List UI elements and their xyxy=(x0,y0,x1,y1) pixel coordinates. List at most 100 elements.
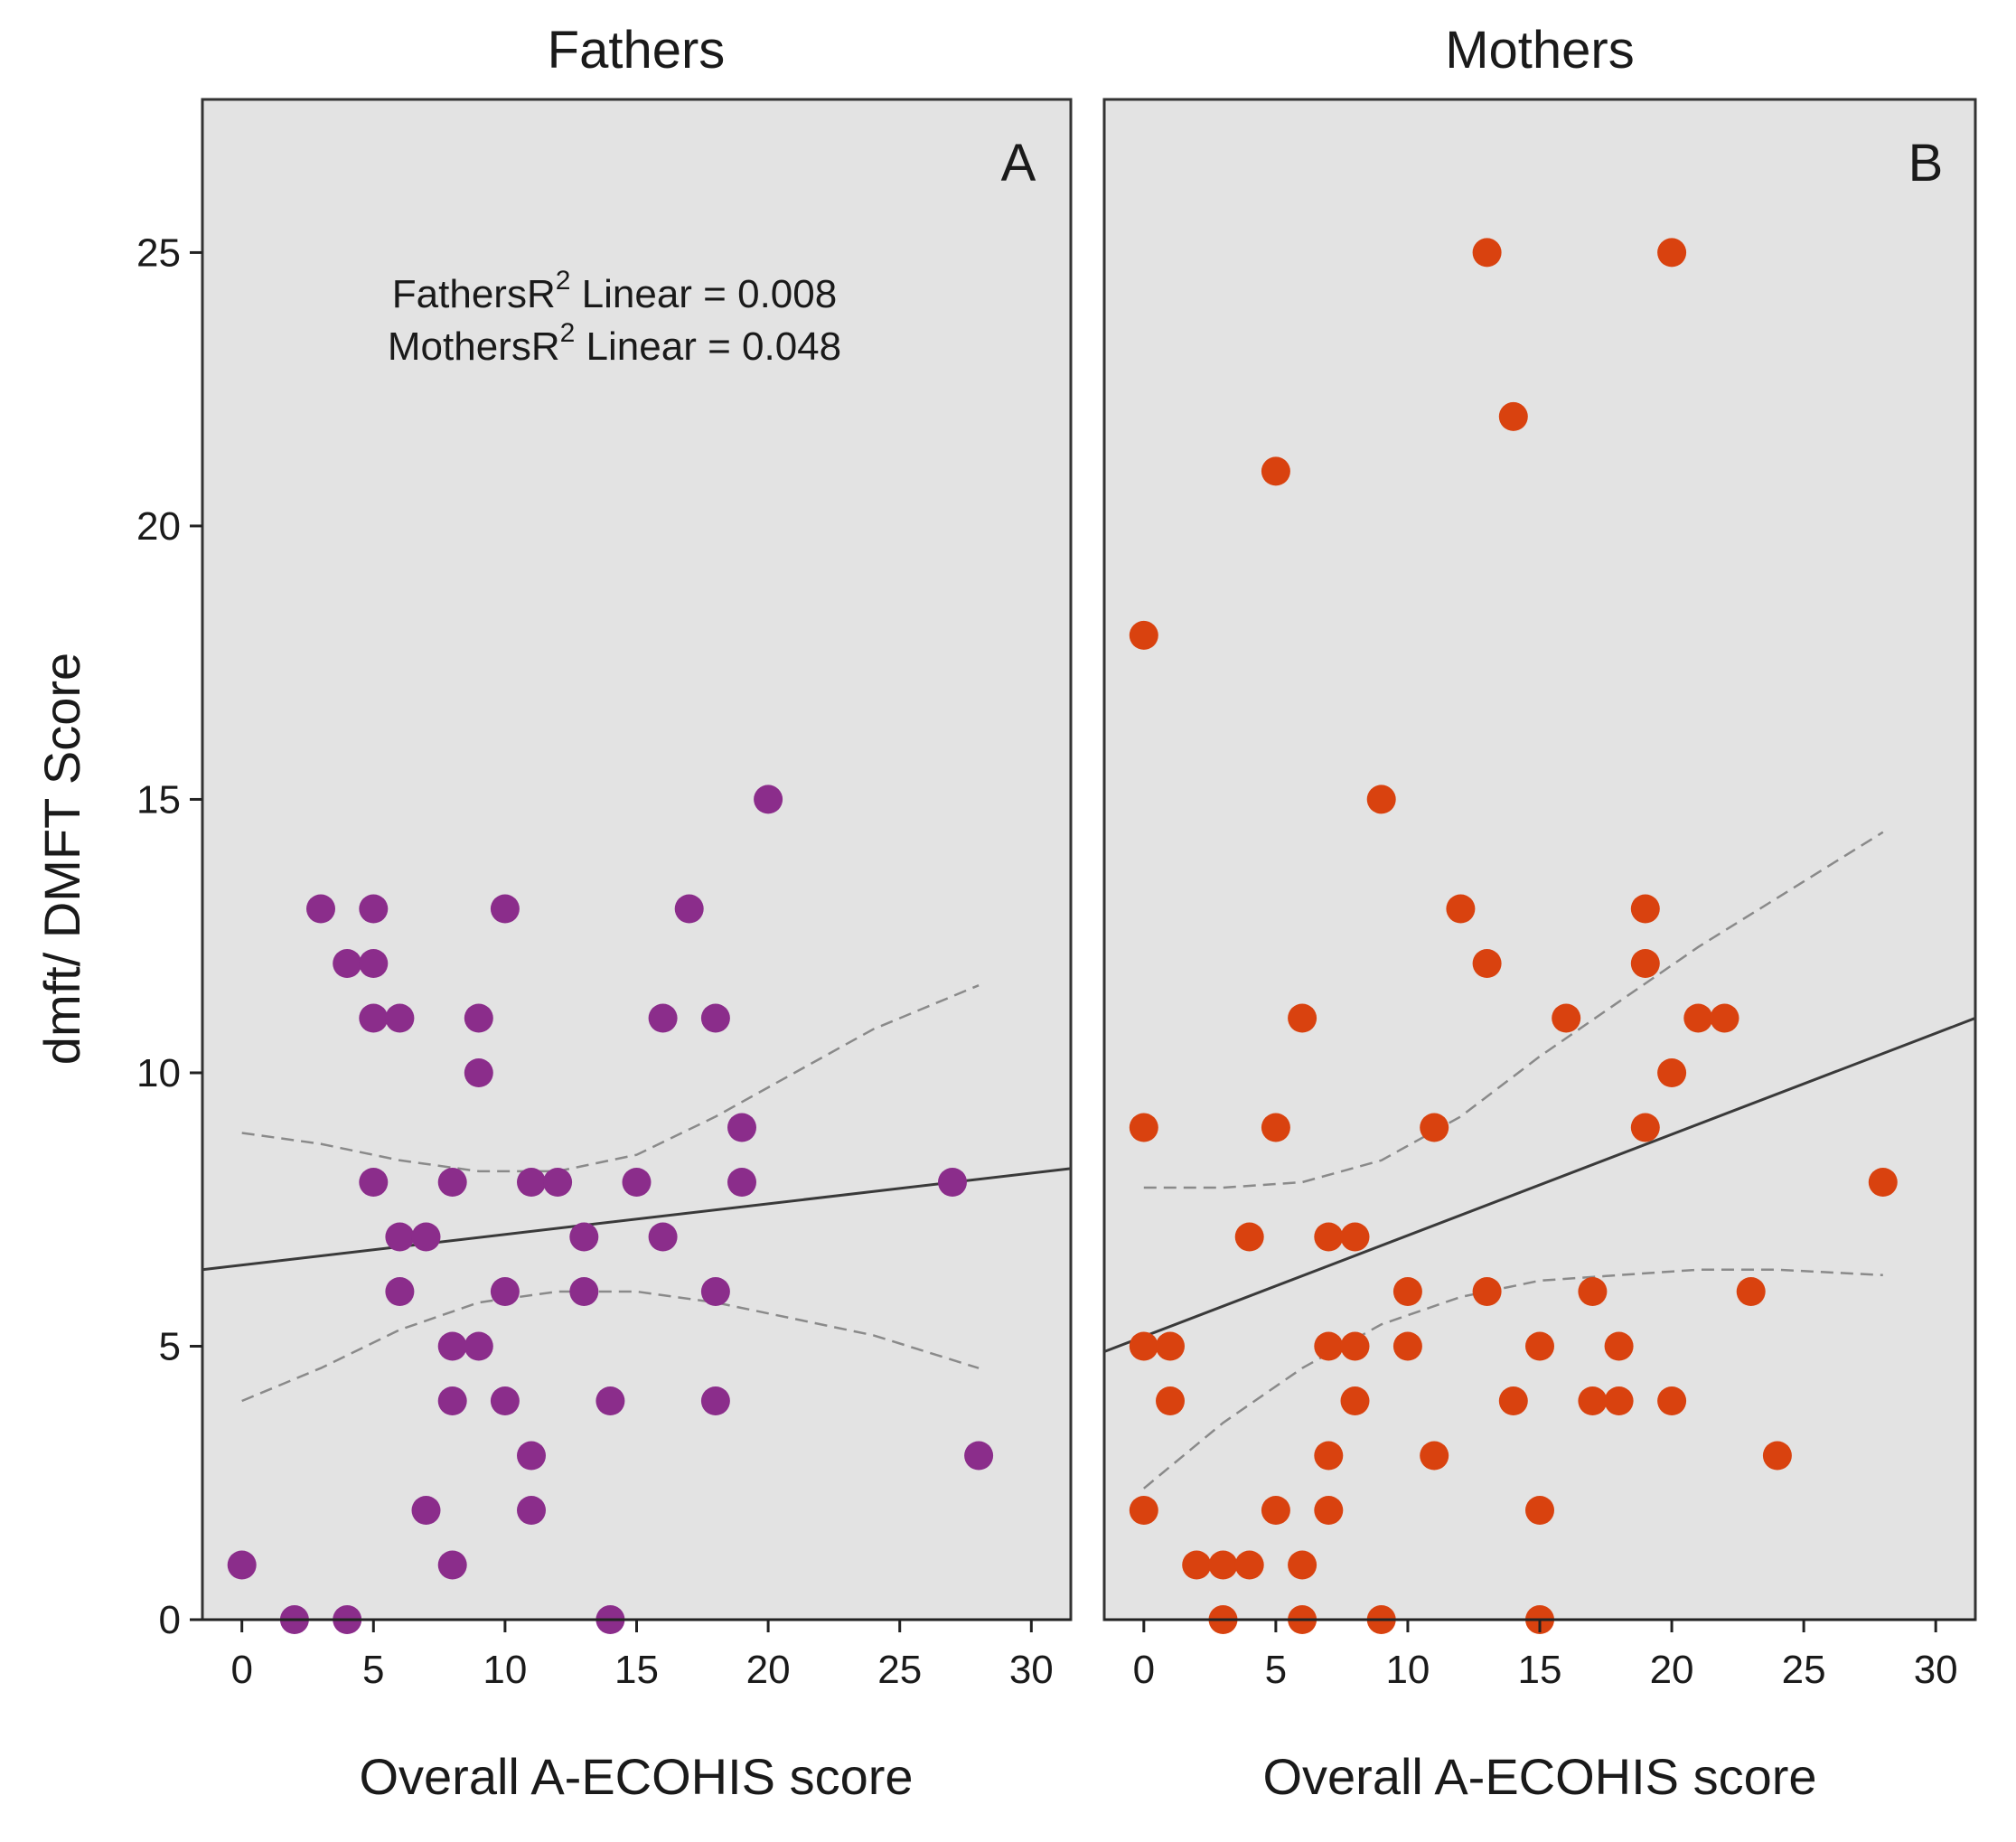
data-point xyxy=(437,1386,467,1415)
plot-area-mothers xyxy=(1102,98,1977,1621)
data-point xyxy=(1314,1441,1344,1471)
ci-lower-mothers xyxy=(1143,1268,1883,1490)
data-point xyxy=(1683,1003,1713,1033)
data-point xyxy=(1208,1550,1238,1580)
data-point xyxy=(700,1386,730,1415)
data-point xyxy=(700,1003,730,1033)
data-point xyxy=(1392,1277,1422,1306)
data-point xyxy=(1340,1222,1370,1252)
data-point xyxy=(1498,401,1528,431)
data-point xyxy=(1868,1168,1898,1197)
data-point xyxy=(411,1496,441,1525)
ci-upper-mothers xyxy=(1143,831,1884,1189)
data-point xyxy=(1392,1331,1422,1361)
data-point xyxy=(1288,1003,1317,1033)
data-point xyxy=(437,1550,467,1580)
data-point xyxy=(1156,1331,1185,1361)
data-point xyxy=(1129,620,1158,650)
legend-fathers-r2: FathersR2 Linear = 0.008 xyxy=(392,266,837,316)
data-point xyxy=(1314,1331,1344,1361)
data-point xyxy=(517,1441,546,1471)
data-point xyxy=(648,1222,678,1252)
data-point xyxy=(464,1331,493,1361)
data-point xyxy=(1604,1331,1634,1361)
data-point xyxy=(1420,1441,1449,1471)
data-point xyxy=(1762,1441,1792,1471)
x-tick-label: 20 xyxy=(746,1648,791,1692)
data-point xyxy=(1340,1331,1370,1361)
data-point xyxy=(490,894,520,924)
ci-upper-fathers xyxy=(241,984,980,1173)
data-point xyxy=(1657,1386,1687,1415)
data-point xyxy=(1630,894,1660,924)
data-point xyxy=(1261,456,1290,486)
data-point xyxy=(1604,1386,1634,1415)
data-point xyxy=(464,1058,493,1087)
data-point xyxy=(517,1168,546,1197)
data-point xyxy=(385,1003,415,1033)
data-point xyxy=(359,894,389,924)
y-tick-label: 10 xyxy=(136,1051,181,1095)
data-point xyxy=(1261,1496,1290,1525)
data-point xyxy=(1578,1386,1608,1415)
data-point xyxy=(1578,1277,1608,1306)
data-point xyxy=(437,1331,467,1361)
data-point xyxy=(1234,1550,1264,1580)
data-point xyxy=(1472,238,1502,268)
data-point xyxy=(517,1496,546,1525)
ci-lower-fathers xyxy=(241,1290,980,1403)
data-point xyxy=(359,1168,389,1197)
x-tick-label: 20 xyxy=(1650,1648,1694,1692)
x-tick-label: 0 xyxy=(230,1648,252,1692)
data-point xyxy=(1525,1331,1554,1361)
data-point xyxy=(411,1222,441,1252)
data-point xyxy=(227,1550,257,1580)
panel-title-mothers: Mothers xyxy=(1445,21,1635,80)
data-point xyxy=(1288,1550,1317,1580)
panel-letter-a: A xyxy=(1001,134,1036,193)
data-point xyxy=(1657,1058,1687,1087)
data-point xyxy=(1630,949,1660,978)
x-tick-label: 5 xyxy=(362,1648,384,1692)
panel-title-fathers: Fathers xyxy=(548,21,726,80)
data-point xyxy=(1710,1003,1739,1033)
x-tick-label: 15 xyxy=(1518,1648,1562,1692)
data-point xyxy=(1420,1113,1449,1142)
series-fathers xyxy=(202,785,1072,1634)
x-tick-label: 10 xyxy=(1385,1648,1430,1692)
x-tick-label: 30 xyxy=(1914,1648,1958,1692)
y-tick-label: 0 xyxy=(159,1598,181,1642)
y-axis-title: dmft/ DMFT Score xyxy=(33,653,90,1065)
x-tick-label: 25 xyxy=(877,1648,922,1692)
panel-letter-b: B xyxy=(1908,134,1944,193)
data-point xyxy=(1129,1331,1158,1361)
x-tick-label: 0 xyxy=(1133,1648,1155,1692)
data-point xyxy=(1552,1003,1581,1033)
data-point xyxy=(1261,1113,1290,1142)
legend-mothers-r2: MothersR2 Linear = 0.048 xyxy=(388,318,841,369)
data-point xyxy=(1340,1386,1370,1415)
x-tick-label: 25 xyxy=(1782,1648,1826,1692)
data-point xyxy=(1234,1222,1264,1252)
data-point xyxy=(1525,1496,1554,1525)
data-point xyxy=(648,1003,678,1033)
data-point xyxy=(1657,238,1687,268)
data-point xyxy=(437,1168,467,1197)
data-point xyxy=(359,1003,389,1033)
data-point xyxy=(1129,1113,1158,1142)
y-tick-label: 5 xyxy=(159,1324,181,1368)
series-mothers xyxy=(1103,238,1976,1634)
data-point xyxy=(1366,785,1396,814)
data-point xyxy=(1630,1113,1660,1142)
data-point xyxy=(385,1277,415,1306)
x-tick-label: 15 xyxy=(614,1648,659,1692)
y-tick-label: 25 xyxy=(136,230,181,275)
x-tick-label: 10 xyxy=(483,1648,527,1692)
data-point xyxy=(727,1113,756,1142)
axes-fathers: 0 5 10 15 20 25 30 0 5 10 15 20 25 xyxy=(136,230,1071,1692)
data-point xyxy=(333,949,362,978)
x-axis-title-mothers: Overall A-ECOHIS score xyxy=(1262,1748,1816,1805)
data-point xyxy=(543,1168,573,1197)
x-tick-label: 30 xyxy=(1009,1648,1054,1692)
y-tick-label: 20 xyxy=(136,504,181,549)
